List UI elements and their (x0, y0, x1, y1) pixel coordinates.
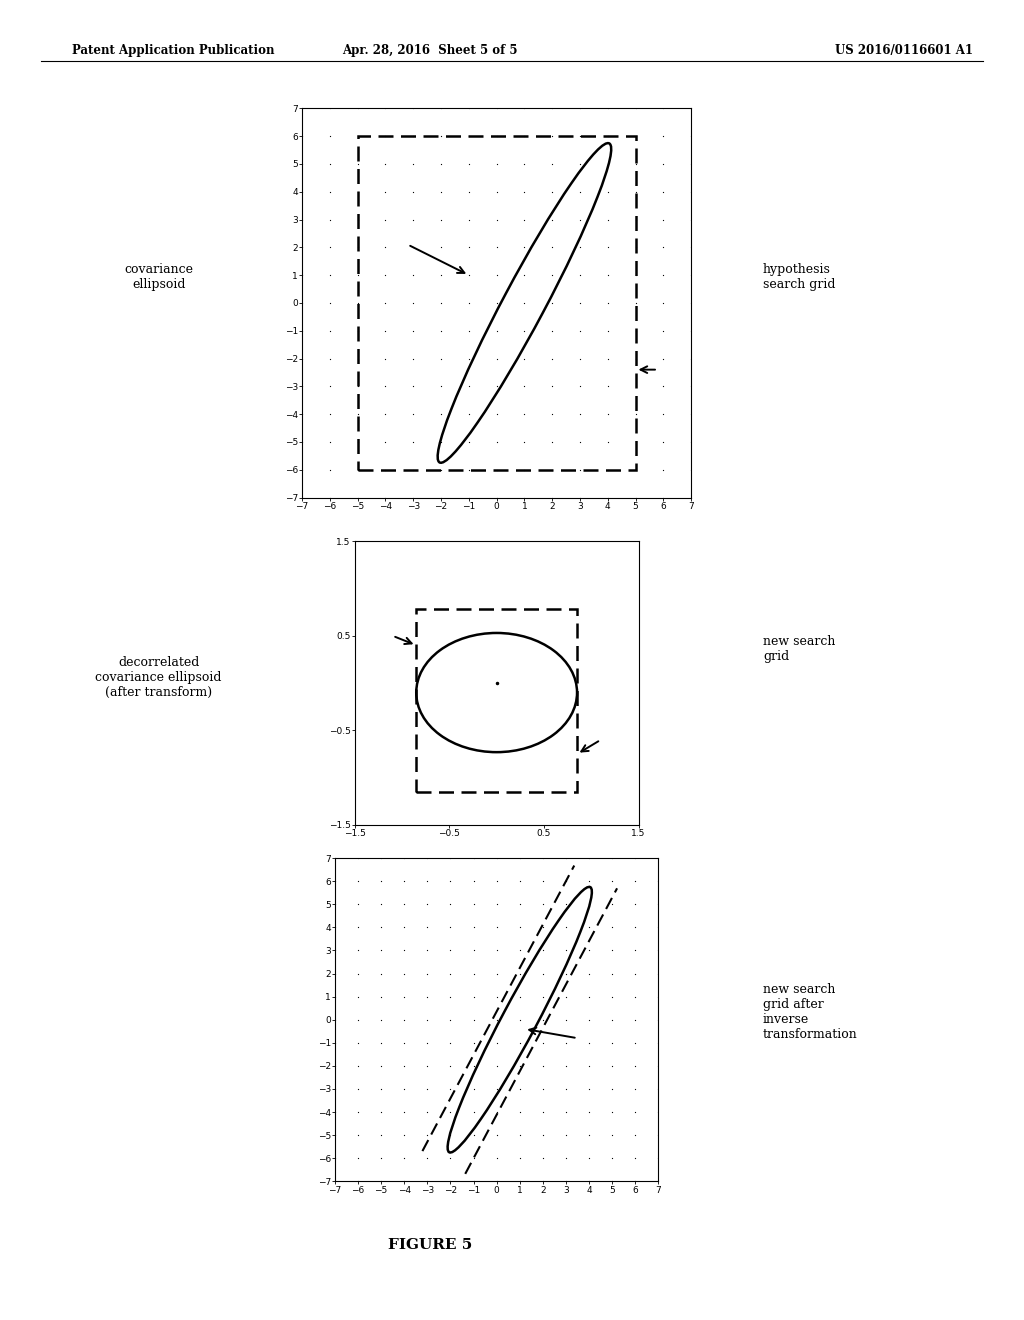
Text: new search
grid after
inverse
transformation: new search grid after inverse transforma… (763, 983, 858, 1041)
Text: covariance
ellipsoid: covariance ellipsoid (124, 263, 194, 292)
Text: new search
grid: new search grid (763, 635, 836, 664)
Text: FIGURE 5: FIGURE 5 (388, 1238, 472, 1251)
Text: Patent Application Publication: Patent Application Publication (72, 44, 274, 57)
Text: hypothesis
search grid: hypothesis search grid (763, 263, 836, 292)
Text: Apr. 28, 2016  Sheet 5 of 5: Apr. 28, 2016 Sheet 5 of 5 (342, 44, 518, 57)
Text: US 2016/0116601 A1: US 2016/0116601 A1 (835, 44, 973, 57)
Text: decorrelated
covariance ellipsoid
(after transform): decorrelated covariance ellipsoid (after… (95, 656, 222, 698)
